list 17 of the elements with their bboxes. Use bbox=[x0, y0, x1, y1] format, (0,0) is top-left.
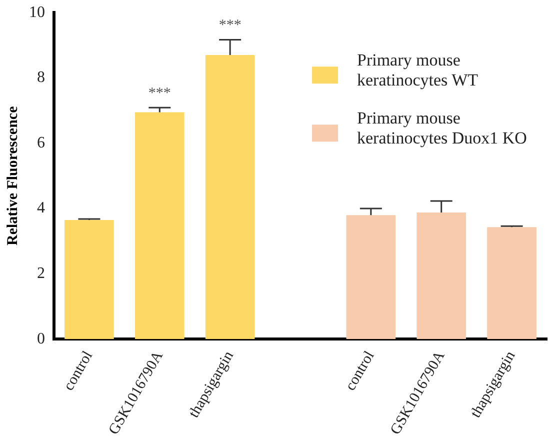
bar bbox=[487, 227, 536, 340]
bar bbox=[205, 55, 255, 340]
annotation: *** bbox=[218, 18, 242, 34]
y-tick-label: 4 bbox=[37, 200, 45, 217]
annotation: *** bbox=[148, 86, 171, 102]
bar bbox=[416, 212, 466, 340]
y-tick-label: 2 bbox=[37, 265, 45, 282]
y-tick-label: 6 bbox=[37, 134, 45, 152]
y-axis-title: Relative Fluorescence bbox=[4, 106, 21, 246]
y-tick-label: 8 bbox=[37, 69, 45, 86]
bar bbox=[134, 112, 184, 340]
y-tick-label: 0 bbox=[37, 330, 45, 348]
bar bbox=[346, 215, 396, 340]
legend-label: Primary mouse keratinocytes Duox1 KO bbox=[357, 108, 527, 148]
y-tick-label: 10 bbox=[29, 4, 45, 21]
bar bbox=[64, 220, 114, 340]
legend-label: Primary mouse keratinocytes WT bbox=[357, 50, 479, 90]
